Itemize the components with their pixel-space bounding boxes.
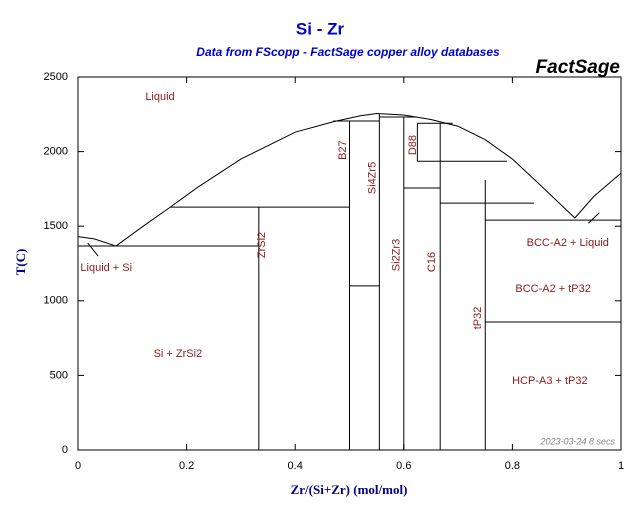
y-tick-label: 1000 bbox=[44, 295, 68, 307]
x-tick-label: 0 bbox=[75, 460, 81, 472]
phase-label: BCC-A2 + Liquid bbox=[527, 237, 609, 249]
y-tick-label: 1500 bbox=[44, 220, 68, 232]
y-tick-label: 2500 bbox=[44, 71, 68, 83]
phase-label: B27 bbox=[337, 140, 349, 160]
y-tick-label: 0 bbox=[62, 444, 68, 456]
chart-subtitle: Data from FScopp - FactSage copper alloy… bbox=[196, 45, 500, 59]
phase-label: Si + ZrSi2 bbox=[154, 348, 203, 360]
x-tick-label: 0.6 bbox=[396, 460, 411, 472]
phase-label: C16 bbox=[426, 252, 438, 272]
x-tick-label: 0.4 bbox=[288, 460, 303, 472]
footnote: 2023-03-24 8 secs bbox=[539, 436, 615, 446]
x-tick-label: 1 bbox=[618, 460, 624, 472]
phase-label: HCP-A3 + tP32 bbox=[512, 375, 588, 387]
phase-boundary bbox=[588, 212, 600, 224]
x-tick-label: 0.2 bbox=[179, 460, 194, 472]
x-axis-label: Zr/(Si+Zr) (mol/mol) bbox=[291, 482, 408, 497]
phase-label: ZrSi2 bbox=[256, 232, 268, 258]
phase-label: Liquid + Si bbox=[80, 262, 132, 274]
y-tick-label: 2000 bbox=[44, 146, 68, 158]
x-tick-label: 0.8 bbox=[505, 460, 520, 472]
phase-label: Si2Zr3 bbox=[391, 239, 403, 271]
phase-label: D88 bbox=[407, 135, 419, 155]
logo: FactSage bbox=[536, 57, 621, 78]
phase-label: BCC-A2 + tP32 bbox=[515, 283, 591, 295]
phase-label: tP32 bbox=[472, 307, 484, 330]
phase-boundary bbox=[87, 242, 99, 257]
phase-label: Si4Zr5 bbox=[367, 162, 379, 194]
y-tick-label: 500 bbox=[50, 369, 68, 381]
phase-boundary bbox=[77, 113, 622, 247]
y-axis-label: T(C) bbox=[13, 249, 28, 276]
phase-label: Liquid bbox=[145, 91, 174, 103]
chart-title: Si - Zr bbox=[296, 19, 345, 38]
